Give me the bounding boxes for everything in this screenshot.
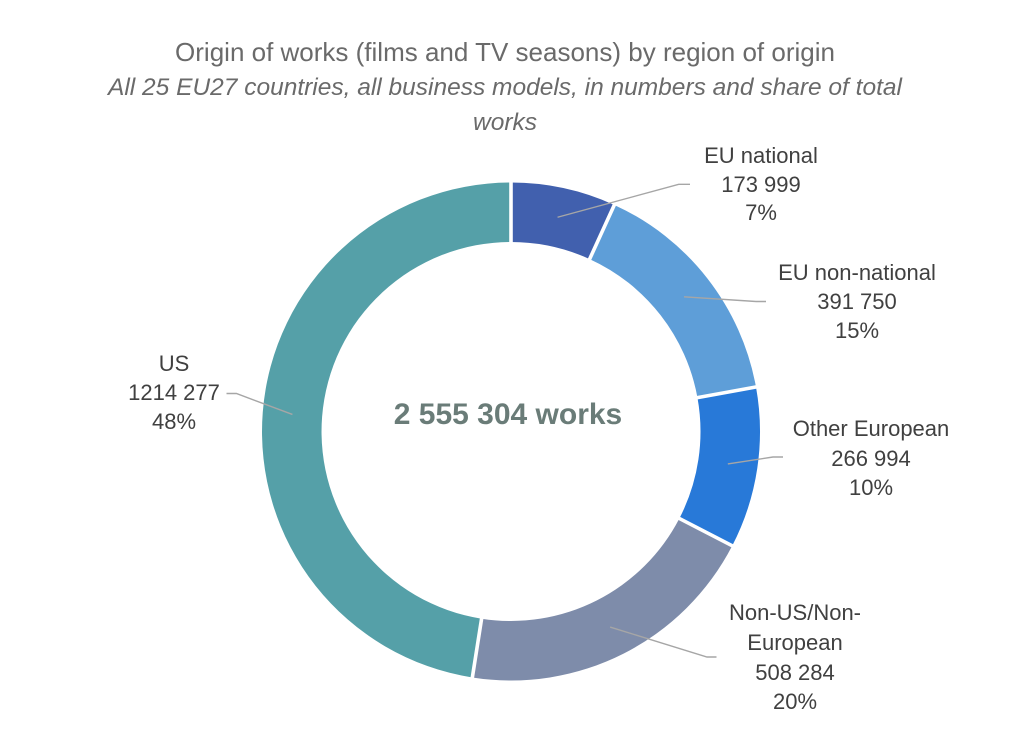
svg-text:EU non-national: EU non-national xyxy=(778,260,936,285)
svg-text:Origin of works (films and TV: Origin of works (films and TV seasons) b… xyxy=(175,37,835,67)
svg-text:US: US xyxy=(159,351,190,376)
svg-text:1214 277: 1214 277 xyxy=(128,380,220,405)
svg-text:works: works xyxy=(473,109,537,136)
svg-text:15%: 15% xyxy=(835,318,879,343)
svg-text:EU national: EU national xyxy=(704,143,818,168)
svg-text:266 994: 266 994 xyxy=(831,446,911,471)
svg-text:20%: 20% xyxy=(773,689,817,714)
svg-text:7%: 7% xyxy=(745,200,777,225)
svg-text:Non-US/Non-: Non-US/Non- xyxy=(729,600,861,625)
svg-text:48%: 48% xyxy=(152,409,196,434)
svg-text:Other European: Other European xyxy=(793,416,950,441)
svg-text:508 284: 508 284 xyxy=(755,660,835,685)
svg-text:391 750: 391 750 xyxy=(817,289,897,314)
svg-text:All 25 EU27 countries, all bus: All 25 EU27 countries, all business mode… xyxy=(106,74,903,101)
svg-text:10%: 10% xyxy=(849,475,893,500)
svg-text:2 555 304 works: 2 555 304 works xyxy=(394,398,623,431)
svg-text:European: European xyxy=(747,630,842,655)
svg-text:173 999: 173 999 xyxy=(721,172,801,197)
